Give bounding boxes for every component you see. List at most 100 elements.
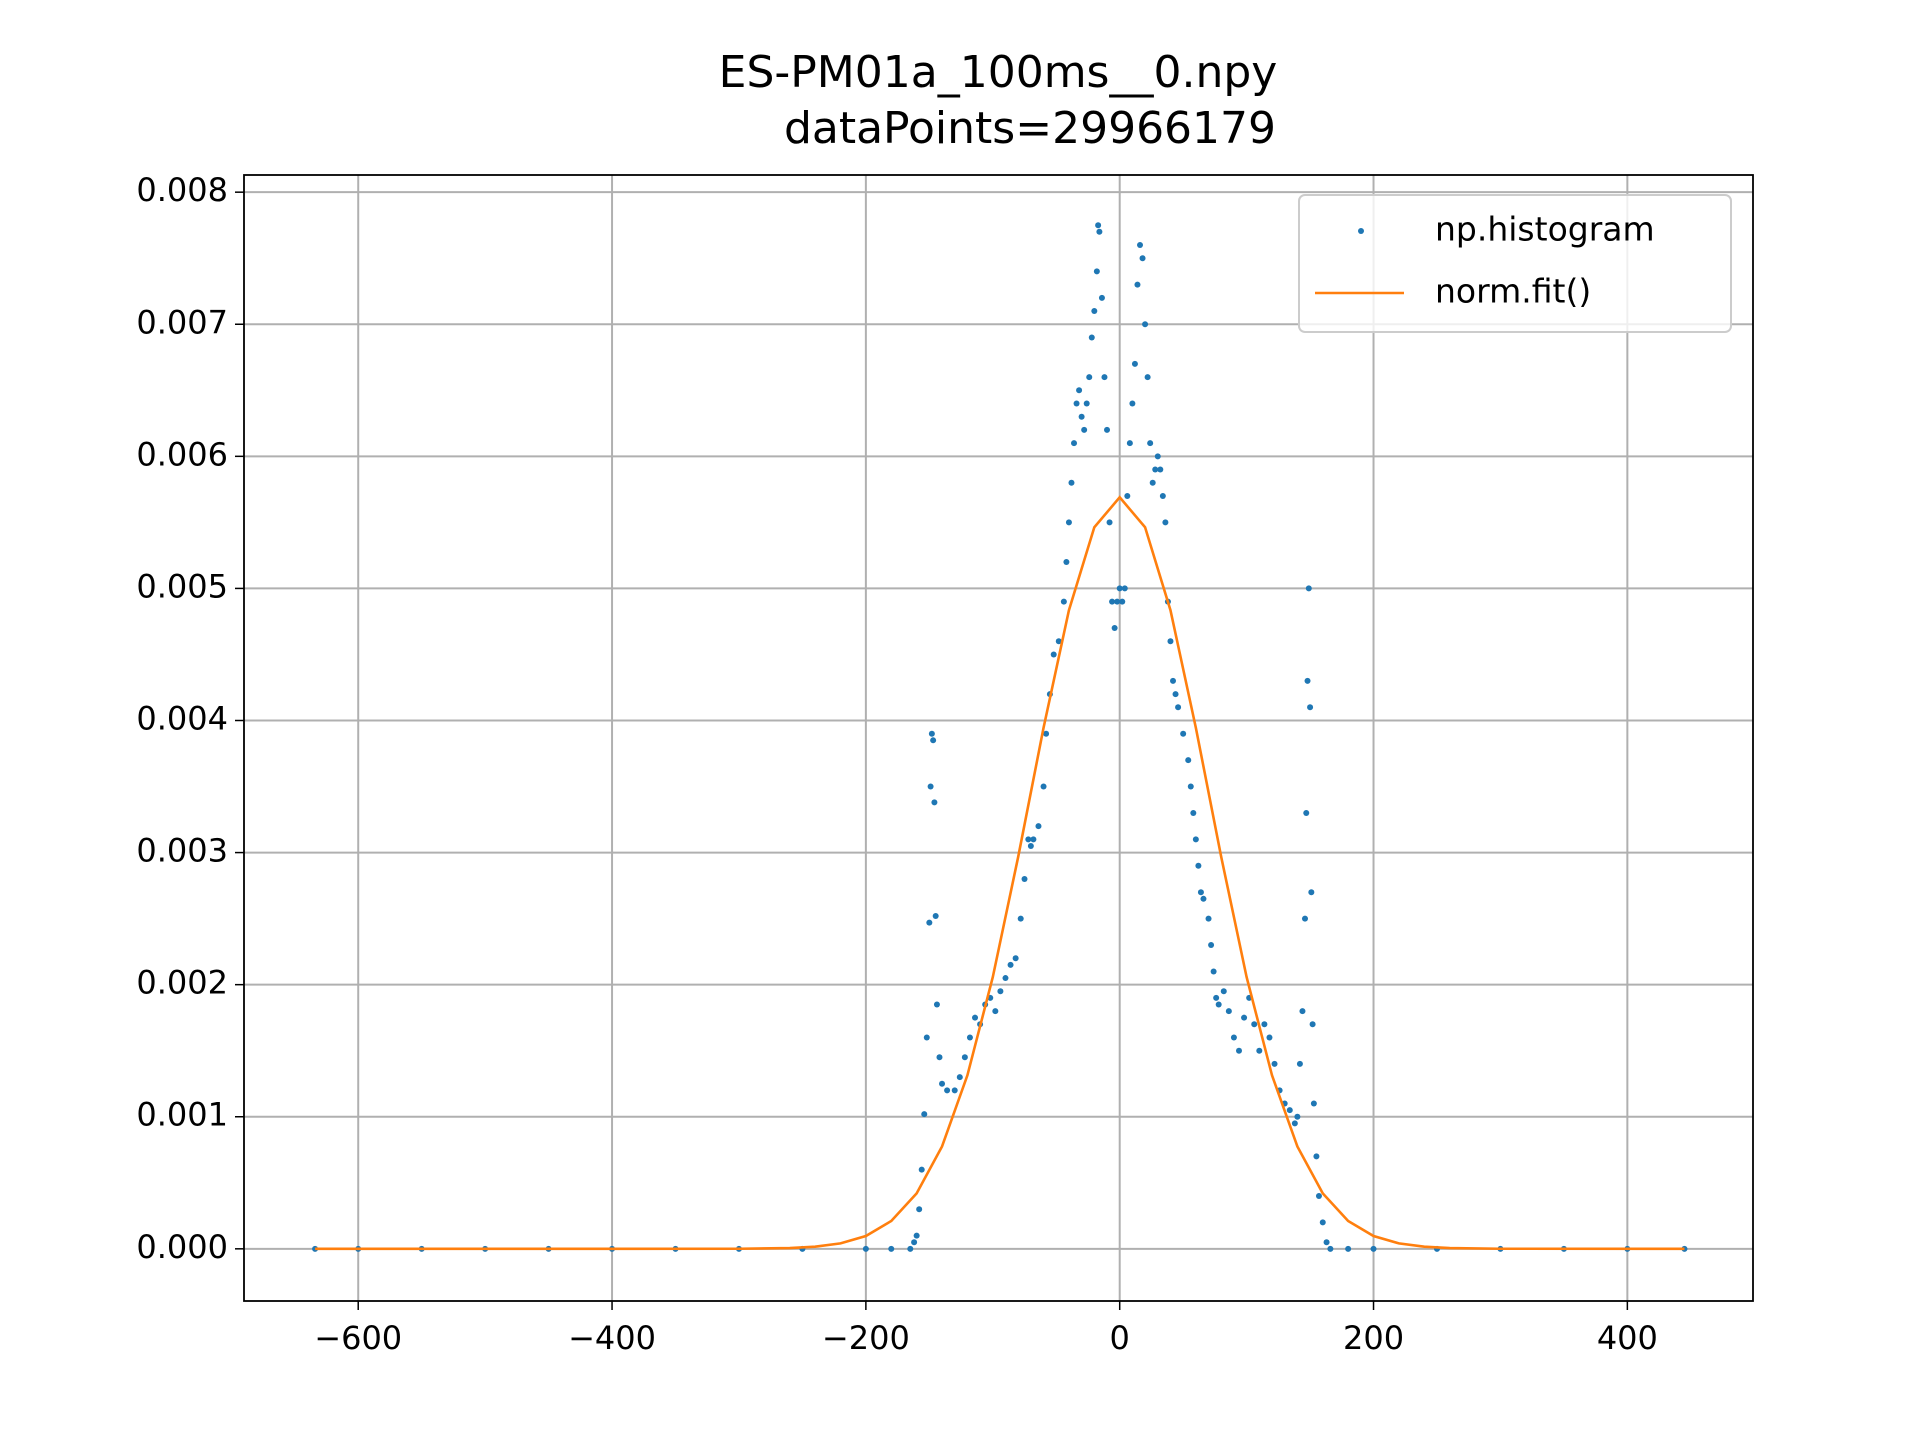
data-point (930, 737, 937, 744)
data-point (966, 1034, 973, 1041)
data-point (1225, 1008, 1232, 1015)
data-point (1129, 400, 1136, 407)
data-point (1185, 757, 1192, 764)
data-point (1131, 360, 1138, 367)
data-point (944, 1087, 951, 1094)
data-point (1195, 862, 1202, 869)
data-point (1101, 374, 1108, 381)
y-tick-label: 0.002 (136, 964, 228, 1002)
data-point (1305, 585, 1312, 592)
data-point (1021, 875, 1028, 882)
data-point (926, 919, 933, 926)
data-point (1286, 1107, 1293, 1114)
data-point (1030, 836, 1037, 843)
data-point (1230, 1034, 1237, 1041)
data-point (1095, 222, 1102, 229)
data-point (1096, 228, 1103, 235)
data-point (1251, 1021, 1258, 1028)
data-point (1050, 651, 1057, 658)
data-point (1294, 1113, 1301, 1120)
data-point (921, 1111, 928, 1118)
data-point (1144, 374, 1151, 381)
data-point (1081, 426, 1088, 433)
data-point (1323, 1239, 1330, 1246)
data-point (936, 1054, 943, 1061)
data-point (1266, 1034, 1273, 1041)
data-point (1126, 440, 1133, 447)
y-tick-label: 0.005 (136, 567, 228, 605)
data-point (1152, 466, 1159, 473)
y-tick-label: 0.007 (136, 303, 228, 341)
chart-title: ES-PM01a_100ms__0.npy (719, 47, 1278, 98)
data-point (1093, 268, 1100, 275)
x-tick-label: 200 (1343, 1319, 1404, 1357)
data-point (1119, 598, 1126, 605)
data-point (1190, 809, 1197, 816)
data-point (1180, 730, 1187, 737)
data-point (1215, 1001, 1222, 1008)
data-point (1055, 638, 1062, 645)
x-tick-label: 400 (1597, 1319, 1658, 1357)
data-point (1086, 374, 1093, 381)
data-point (911, 1239, 918, 1246)
data-point (1187, 783, 1194, 790)
data-point (1301, 915, 1308, 922)
y-tick-label: 0.006 (136, 435, 228, 473)
data-point (1310, 1100, 1317, 1107)
y-tick-label: 0.003 (136, 832, 228, 870)
data-point (907, 1245, 914, 1252)
data-point (932, 912, 939, 919)
data-point (1109, 598, 1116, 605)
data-point (1241, 1014, 1248, 1021)
data-point (1175, 704, 1182, 711)
y-tick-label: 0.001 (136, 1096, 228, 1134)
data-point (1200, 895, 1207, 902)
data-point (923, 1034, 930, 1041)
data-point (972, 1014, 979, 1021)
data-point (939, 1080, 946, 1087)
data-point (933, 1001, 940, 1008)
data-point (862, 1245, 869, 1252)
y-tick-label: 0.000 (136, 1228, 228, 1266)
data-point (1315, 1192, 1322, 1199)
data-point (1291, 1120, 1298, 1127)
data-point (1098, 294, 1105, 301)
data-point (1197, 889, 1204, 896)
data-point (1271, 1060, 1278, 1067)
data-point (927, 783, 934, 790)
data-point (1124, 492, 1131, 499)
data-point (1073, 400, 1080, 407)
data-point (1296, 1060, 1303, 1067)
data-point (1210, 968, 1217, 975)
data-point (1327, 1245, 1334, 1252)
data-point (1078, 413, 1085, 420)
data-point (997, 988, 1004, 995)
data-point (1307, 704, 1314, 711)
data-point (1192, 836, 1199, 843)
data-point (1063, 559, 1070, 566)
data-point (1309, 1021, 1316, 1028)
data-point (1121, 585, 1128, 592)
data-point (1313, 1153, 1320, 1160)
legend-marker (1358, 228, 1364, 234)
data-point (961, 1054, 968, 1061)
x-tick-label: −400 (568, 1319, 656, 1357)
legend-box (1298, 194, 1732, 333)
data-point (913, 1232, 920, 1239)
data-point (1149, 479, 1156, 486)
plot-frame (243, 174, 1754, 1302)
data-point (888, 1245, 895, 1252)
data-point (931, 799, 938, 806)
chart-subtitle: dataPoints=29966179 (784, 103, 1276, 154)
data-point (1256, 1047, 1263, 1054)
data-point (1308, 889, 1315, 896)
data-point (1025, 836, 1032, 843)
data-point (1035, 823, 1042, 830)
data-point (1083, 400, 1090, 407)
data-point (1159, 492, 1166, 499)
data-point (1170, 677, 1177, 684)
data-point (1205, 915, 1212, 922)
data-point (1076, 387, 1083, 394)
y-tick-label: 0.008 (136, 171, 228, 209)
